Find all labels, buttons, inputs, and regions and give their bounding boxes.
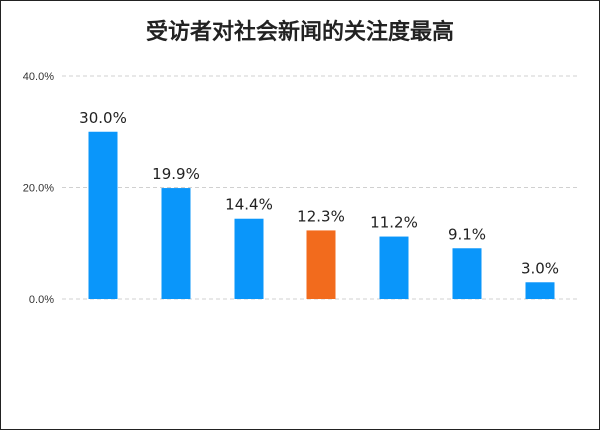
y-tick-label: 40.0% [23, 71, 54, 83]
gridlines [62, 75, 578, 300]
y-tick-label: 20.0% [23, 183, 54, 195]
y-tick-label: 0.0% [29, 294, 54, 306]
bar [234, 218, 264, 299]
y-axis-ticks: 0.0% 20.0% 40.0% [23, 71, 54, 306]
data-label: 14.4% [225, 196, 273, 214]
data-label: 9.1% [448, 225, 486, 243]
data-label: 11.2% [370, 214, 418, 232]
bar [88, 131, 118, 299]
bar [452, 248, 482, 299]
chart-title: 受访者对社会新闻的关注度最高 [145, 20, 454, 45]
bar [379, 236, 409, 299]
bar [161, 188, 191, 299]
bar [306, 230, 336, 299]
data-labels: 30.0% 19.9% 14.4% 12.3% 11.2% 9.1% 3.0% [79, 109, 559, 278]
data-label: 30.0% [79, 109, 127, 127]
bar [525, 282, 555, 299]
data-label: 19.9% [152, 165, 200, 183]
bars [88, 131, 555, 299]
data-label: 12.3% [297, 207, 345, 225]
data-label: 3.0% [521, 259, 559, 277]
